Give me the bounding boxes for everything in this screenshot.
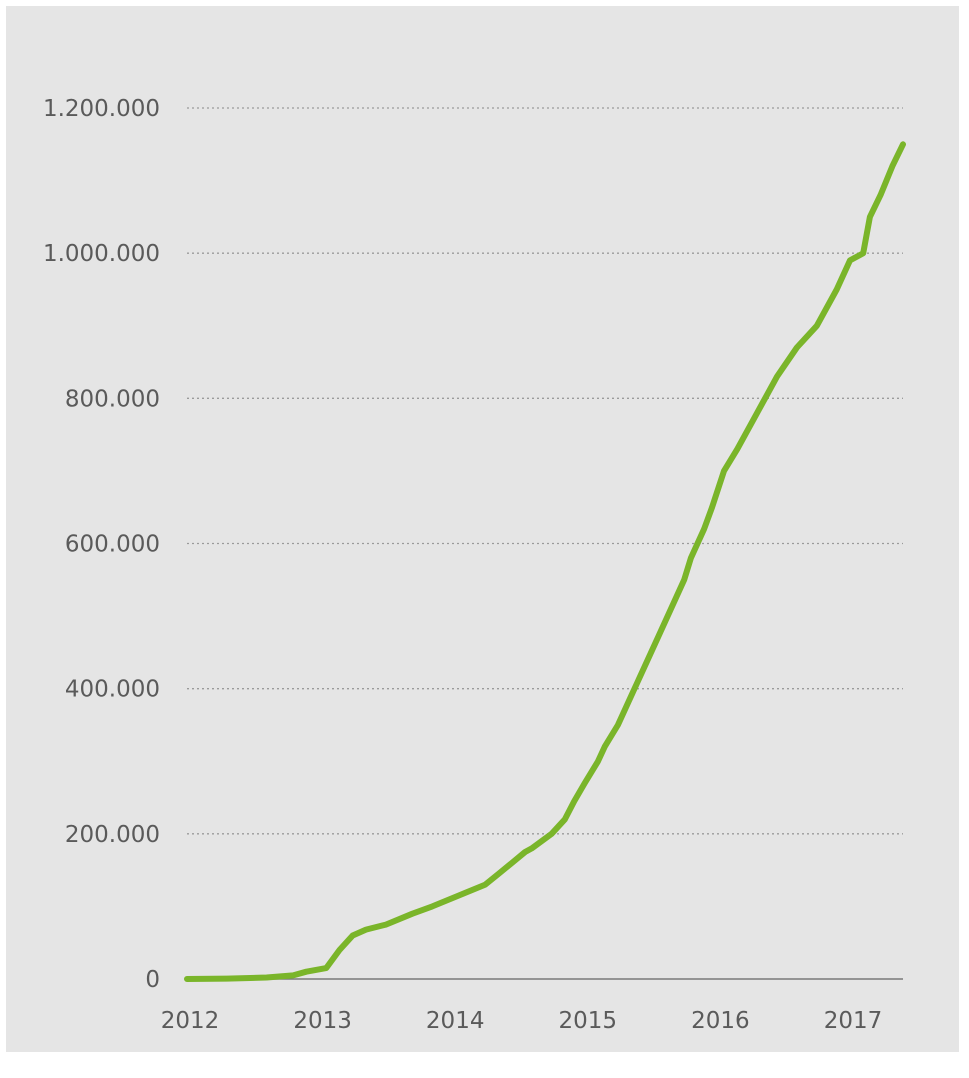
y-tick-label: 600.000 xyxy=(65,532,160,558)
y-tick-label: 200.000 xyxy=(65,822,160,848)
y-tick-label: 1.000.000 xyxy=(43,241,160,267)
y-tick-label: 0 xyxy=(145,967,160,993)
label-layer: 0 200.000 400.000 600.000 800.000 1.000.000 1.… xyxy=(43,96,882,1034)
series-layer xyxy=(184,141,906,982)
chart-panel xyxy=(6,6,959,1052)
x-tick-label: 2012 xyxy=(161,1008,220,1034)
x-tick-label: 2017 xyxy=(824,1008,883,1034)
y-tick-label: 1.200.000 xyxy=(43,96,160,122)
y-tick-label: 400.000 xyxy=(65,677,160,703)
x-tick-label: 2015 xyxy=(559,1008,618,1034)
series-line-0 xyxy=(184,141,906,982)
grid-layer xyxy=(187,107,903,835)
x-tick-label: 2013 xyxy=(293,1008,352,1034)
x-tick-label: 2016 xyxy=(691,1008,750,1034)
y-tick-label: 800.000 xyxy=(65,386,160,412)
x-tick-label: 2014 xyxy=(426,1008,485,1034)
